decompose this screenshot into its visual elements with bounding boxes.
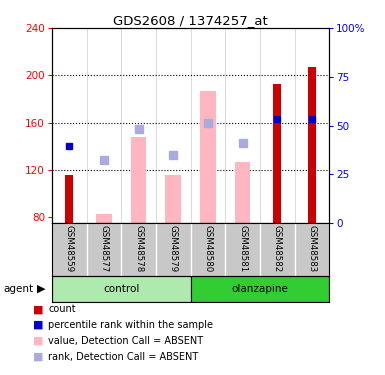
Text: ■: ■	[33, 352, 43, 362]
Text: ▶: ▶	[37, 284, 45, 294]
Bar	[52, 276, 191, 302]
Text: ■: ■	[33, 304, 43, 314]
Text: agent: agent	[4, 284, 34, 294]
Bar	[273, 84, 281, 223]
Bar	[235, 162, 250, 223]
Text: GSM48579: GSM48579	[169, 225, 178, 272]
Bar	[200, 91, 216, 223]
Text: ■: ■	[33, 336, 43, 346]
Bar	[131, 137, 146, 223]
Text: olanzapine: olanzapine	[231, 284, 288, 294]
Title: GDS2608 / 1374257_at: GDS2608 / 1374257_at	[113, 14, 268, 27]
Bar	[191, 276, 329, 302]
Text: percentile rank within the sample: percentile rank within the sample	[48, 320, 213, 330]
Bar	[166, 175, 181, 223]
Bar	[308, 67, 316, 223]
Text: value, Detection Call = ABSENT: value, Detection Call = ABSENT	[48, 336, 203, 346]
Bar	[96, 214, 112, 223]
Text: GSM48577: GSM48577	[99, 225, 109, 272]
Text: ■: ■	[33, 320, 43, 330]
Text: GSM48581: GSM48581	[238, 225, 247, 272]
Text: GSM48582: GSM48582	[273, 225, 282, 272]
Text: count: count	[48, 304, 76, 314]
Text: rank, Detection Call = ABSENT: rank, Detection Call = ABSENT	[48, 352, 198, 362]
Bar	[65, 175, 73, 223]
Text: GSM48559: GSM48559	[65, 225, 74, 272]
Text: GSM48583: GSM48583	[307, 225, 316, 272]
Text: GSM48578: GSM48578	[134, 225, 143, 272]
Text: GSM48580: GSM48580	[203, 225, 213, 272]
Text: control: control	[103, 284, 139, 294]
